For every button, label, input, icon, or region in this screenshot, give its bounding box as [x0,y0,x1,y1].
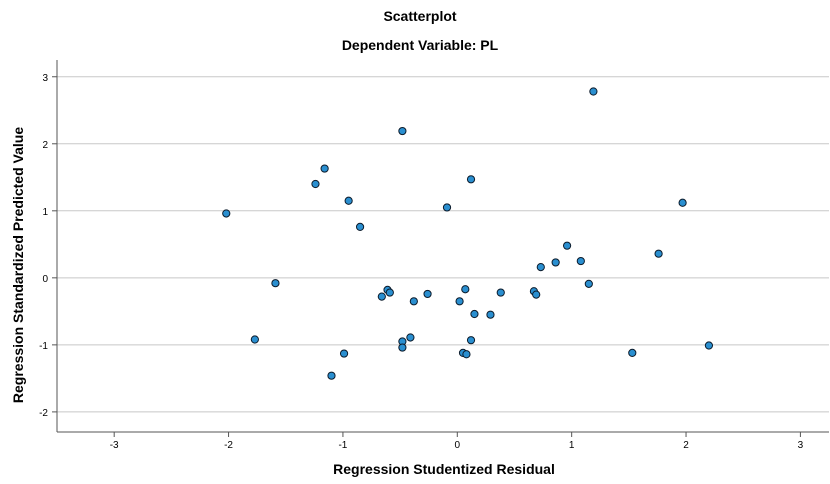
scatter-point [532,290,541,299]
scatter-point [466,336,476,345]
data-points [222,87,714,380]
scatter-point [654,249,663,258]
scatter-point [355,222,365,231]
y-tick-label: 1 [42,207,48,218]
tick-labels: -2 -1 0 1 2 3 -3 -2 -1 0 1 2 3 [39,73,804,451]
scatter-point [551,258,560,267]
chart-subtitle: Dependent Variable: PL [342,37,499,53]
scatter-point [486,310,495,319]
scatter-point [562,241,572,250]
scatter-point [462,350,471,359]
scatter-point [320,164,329,173]
chart-title: Scatterplot [383,8,456,24]
scatter-point [496,288,505,297]
grid-lines [57,76,829,413]
scatter-point [628,348,637,358]
scatter-point [470,309,479,319]
scatter-point [344,196,353,205]
y-tick-label: -1 [39,341,48,352]
scatter-point [385,288,394,297]
scatter-point [704,341,714,350]
scatter-point [584,279,593,288]
x-tick-label: -3 [110,440,119,451]
scatter-point [536,263,545,272]
scatter-point [406,333,415,342]
y-tick-label: 2 [42,140,48,151]
scatter-point [398,126,407,136]
scatter-point [455,297,464,306]
scatter-point [377,292,386,301]
scatter-point [398,343,407,352]
scatter-point [327,371,336,380]
axes [52,60,829,437]
scatter-point [409,297,418,306]
x-tick-label: 3 [798,440,804,451]
y-axis-label: Regression Standardized Predicted Value [10,127,26,403]
x-tick-label: 1 [569,440,575,451]
scatter-point [339,349,349,358]
scatter-point [576,256,585,266]
scatter-point [466,175,476,184]
x-tick-label: 2 [683,440,689,451]
scatter-point [250,335,259,344]
x-tick-label: -1 [338,440,347,451]
scatter-point [271,279,280,288]
y-tick-label: 0 [42,274,48,285]
scatter-point [589,87,598,96]
scatter-point [461,285,470,294]
scatter-point [442,203,452,212]
x-tick-label: -2 [224,440,233,451]
y-tick-label: 3 [42,73,48,84]
scatter-point [678,198,687,207]
scatter-point [423,289,432,299]
y-tick-label: -2 [39,408,48,419]
scatter-point [311,179,320,189]
x-tick-label: 0 [455,440,461,451]
x-axis-label: Regression Studentized Residual [333,461,555,477]
scatter-point [222,209,231,218]
